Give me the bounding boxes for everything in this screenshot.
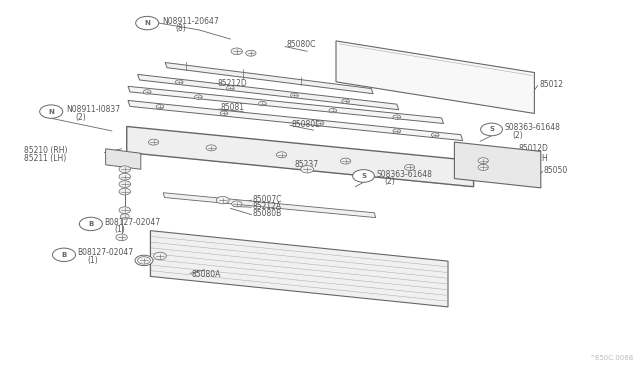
Circle shape (231, 48, 243, 55)
Circle shape (276, 152, 287, 158)
Circle shape (135, 255, 153, 266)
Text: 85212A: 85212A (253, 202, 282, 211)
Circle shape (216, 196, 229, 204)
Circle shape (227, 86, 234, 90)
Text: B: B (88, 221, 93, 227)
Circle shape (119, 166, 131, 173)
Circle shape (143, 90, 151, 94)
Text: 85080E: 85080E (291, 120, 320, 129)
Text: N08911-20647: N08911-20647 (163, 17, 220, 26)
Polygon shape (128, 100, 463, 141)
Polygon shape (106, 149, 141, 169)
Text: (2): (2) (76, 113, 86, 122)
Circle shape (148, 139, 159, 145)
Text: B08127-02047: B08127-02047 (77, 248, 134, 257)
Circle shape (220, 111, 228, 116)
Circle shape (119, 173, 131, 180)
Circle shape (119, 188, 131, 195)
Text: 85081: 85081 (220, 103, 244, 112)
Circle shape (79, 217, 102, 231)
Text: (2): (2) (384, 177, 395, 186)
Polygon shape (127, 126, 474, 187)
Text: 85007C: 85007C (253, 195, 282, 203)
Circle shape (246, 50, 256, 56)
Circle shape (353, 170, 374, 182)
Circle shape (52, 248, 76, 262)
Circle shape (393, 129, 401, 133)
Circle shape (119, 181, 131, 187)
Polygon shape (454, 142, 541, 188)
Circle shape (393, 115, 401, 119)
Polygon shape (336, 41, 534, 113)
Polygon shape (163, 193, 376, 218)
Circle shape (40, 105, 63, 118)
Circle shape (340, 158, 351, 164)
Circle shape (116, 234, 127, 241)
Text: N08911-I0837: N08911-I0837 (66, 105, 120, 114)
Polygon shape (150, 231, 448, 307)
Circle shape (404, 164, 415, 170)
Text: S08363-61648: S08363-61648 (376, 170, 432, 179)
Circle shape (478, 158, 488, 164)
Text: 85012H: 85012H (518, 154, 548, 163)
Polygon shape (128, 86, 444, 124)
Text: (1): (1) (87, 256, 98, 265)
Circle shape (329, 109, 337, 113)
Text: S08363-61648: S08363-61648 (504, 123, 560, 132)
Polygon shape (165, 62, 373, 94)
Text: 85080C: 85080C (287, 40, 316, 49)
Circle shape (206, 145, 216, 151)
Circle shape (138, 257, 150, 264)
Text: (2): (2) (512, 131, 523, 140)
Text: 85012D: 85012D (518, 144, 548, 153)
Text: 85012: 85012 (540, 80, 564, 89)
Circle shape (316, 121, 324, 125)
Circle shape (481, 123, 502, 136)
Text: 85212D: 85212D (218, 79, 247, 88)
Text: (8): (8) (175, 24, 186, 33)
Circle shape (301, 166, 314, 173)
Text: 85050: 85050 (544, 166, 568, 174)
Text: 85237: 85237 (294, 160, 319, 169)
Circle shape (136, 16, 159, 30)
Text: N: N (48, 109, 54, 115)
Text: N: N (144, 20, 150, 26)
Text: 85211 (LH): 85211 (LH) (24, 154, 67, 163)
Text: 85080B: 85080B (253, 209, 282, 218)
Circle shape (156, 105, 164, 109)
Text: B08127-02047: B08127-02047 (104, 218, 161, 227)
Circle shape (291, 93, 298, 97)
Text: S: S (489, 126, 494, 132)
Circle shape (175, 80, 183, 84)
Circle shape (478, 164, 488, 170)
Text: 85080A: 85080A (192, 270, 221, 279)
Text: S: S (361, 173, 366, 179)
Circle shape (259, 101, 266, 106)
Text: ^850C.0068: ^850C.0068 (589, 355, 634, 361)
Circle shape (120, 214, 129, 219)
Circle shape (232, 201, 242, 207)
Text: (1): (1) (114, 225, 125, 234)
Text: B: B (61, 252, 67, 258)
Circle shape (119, 207, 131, 214)
Circle shape (154, 252, 166, 260)
Circle shape (195, 95, 202, 99)
Polygon shape (138, 74, 399, 110)
Circle shape (342, 99, 349, 103)
Text: 85210 (RH): 85210 (RH) (24, 146, 68, 155)
Circle shape (431, 133, 439, 137)
